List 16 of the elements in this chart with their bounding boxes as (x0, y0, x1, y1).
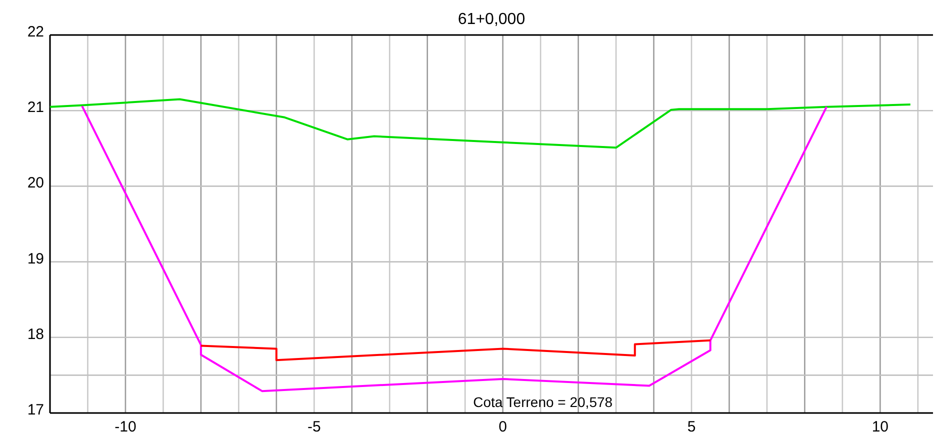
y-tick-label: 18 (27, 326, 44, 343)
y-tick-label: 20 (27, 174, 44, 192)
line-series (200, 339, 712, 362)
line-series (81, 105, 828, 392)
x-tick-label: 10 (872, 418, 889, 436)
x-tick-label: -10 (114, 418, 136, 436)
y-tick-label: 17 (27, 402, 44, 418)
y-tick-label: 21 (27, 99, 44, 116)
annotation: Cota Terreno = 20,578 (473, 394, 613, 410)
line-series (49, 98, 912, 149)
y-tick-label: 19 (27, 250, 44, 268)
chart-title: 61+0,000 (458, 11, 526, 28)
x-tick-label: 5 (687, 418, 696, 436)
x-tick-label: 0 (498, 418, 507, 436)
y-tick-label: 22 (27, 24, 44, 40)
x-tick-label: -5 (307, 418, 321, 436)
